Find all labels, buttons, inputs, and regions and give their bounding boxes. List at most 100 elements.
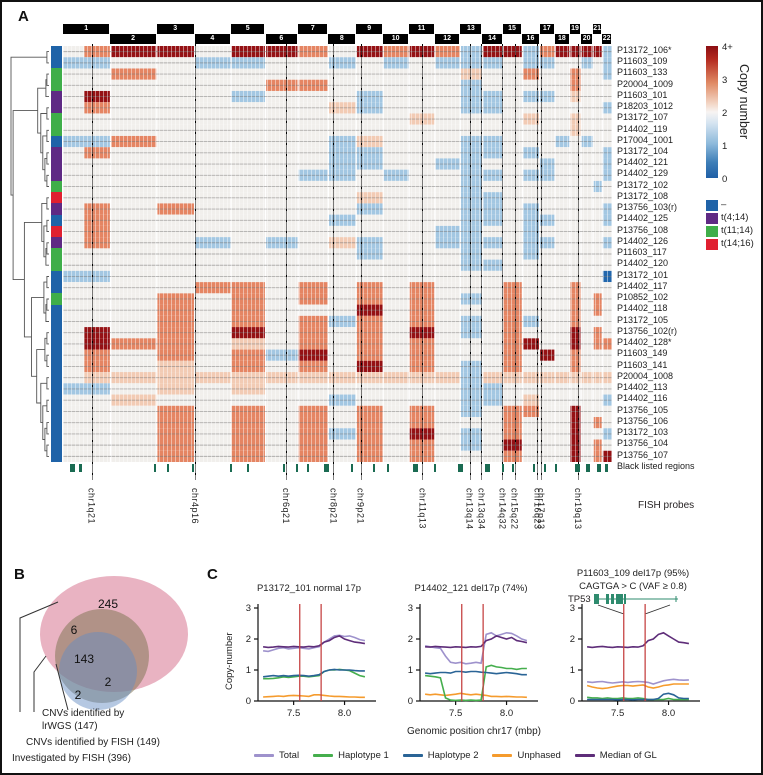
annotation-cell — [51, 282, 62, 294]
annotation-cell — [51, 192, 62, 204]
venn-label-lrwgs-1: CNVs identified by — [42, 708, 125, 719]
sample-label: P20004_1008 — [617, 370, 674, 381]
annotation-cell — [51, 405, 62, 418]
blacklist-tick — [192, 464, 194, 472]
c-legend-label: Haplotype 2 — [427, 750, 479, 761]
blacklist-tick — [555, 464, 558, 472]
annotation-cell — [51, 158, 62, 171]
chromosome-box-22: 22 — [602, 34, 611, 44]
chromosome-box-19: 19 — [569, 24, 581, 34]
svg-text:0: 0 — [570, 696, 575, 707]
sample-label: P13756_104 — [617, 438, 669, 449]
blacklist-tick — [296, 464, 299, 472]
sample-label: P13756_108 — [617, 224, 669, 235]
c-xlabel: Genomic position chr17 (mbp) — [407, 726, 541, 737]
svg-text:1: 1 — [408, 665, 413, 676]
panel-c-label: C — [207, 566, 218, 583]
copy-number-heatmap — [63, 46, 612, 462]
c-legend-swatch — [402, 754, 423, 757]
svg-text:3: 3 — [570, 603, 575, 614]
sample-label: P14402_121 — [617, 157, 669, 168]
chromosome-box-12: 12 — [434, 34, 460, 44]
svg-text:1: 1 — [570, 665, 575, 676]
annotation-cell — [51, 338, 62, 350]
venn-lrwgs-circle — [59, 632, 137, 710]
annotation-cell — [51, 304, 62, 317]
series-Unphased — [586, 683, 689, 690]
sample-label: P11603_109 — [617, 56, 668, 67]
blacklist-tick — [433, 464, 436, 472]
blacklist-tick — [512, 464, 515, 472]
annotation-cell — [51, 293, 62, 305]
annotation-cell — [51, 439, 62, 452]
sample-label: P13172_104 — [617, 145, 669, 156]
venn-leader-lrwgs — [55, 663, 69, 711]
blacklist-tick — [307, 464, 310, 472]
svg-text:0: 0 — [408, 696, 413, 707]
venn-label-fish: CNVs identified by FISH (149) — [26, 737, 160, 748]
sample-label: P13172_103 — [617, 427, 669, 438]
sample-label: P13756_105 — [617, 404, 669, 415]
series-lines — [263, 634, 366, 699]
colorbar-tick: 1 — [722, 141, 728, 152]
blacklist-tick — [69, 464, 75, 472]
blacklist-tick — [246, 464, 249, 472]
fish-probe-label-chr19q13: chr19q13 — [572, 488, 583, 530]
legend-label: t(4;14) — [721, 211, 749, 223]
annotation-cell — [51, 79, 62, 92]
plot1-normal17p: 0 1 2 3 7.5 8.0 — [246, 603, 376, 718]
annotation-cell — [51, 203, 62, 216]
svg-text:7.5: 7.5 — [611, 708, 624, 718]
chromosome-box-14: 14 — [482, 34, 502, 44]
annotation-cell — [51, 68, 62, 81]
blacklist-tick — [413, 464, 419, 472]
sample-label: P14402_119 — [617, 123, 668, 134]
fish-probe-label-chr6q21: chr6q21 — [281, 488, 292, 525]
c-legend-label: Unphased — [517, 750, 561, 761]
svg-text:7.5: 7.5 — [287, 708, 300, 718]
svg-text:1: 1 — [246, 665, 251, 676]
plot2-del17p74: 0 1 2 3 7.5 8.0 — [408, 603, 538, 718]
blacklist-tick — [586, 464, 591, 472]
venn-count-lrwgs-investigated: 2 — [105, 675, 112, 689]
blacklist-tick — [230, 464, 233, 472]
venn-count-fish-only: 6 — [71, 623, 78, 637]
svg-text:8.0: 8.0 — [338, 708, 351, 718]
legend-swatch — [706, 239, 718, 250]
annotation-cell — [51, 147, 62, 159]
fish-probe-label-chr1q21: chr1q21 — [86, 488, 97, 525]
annotation-cell — [51, 360, 62, 373]
fish-line-chr16q23 — [537, 44, 539, 480]
fish-line-chr15q22 — [514, 44, 516, 480]
chromosome-box-15: 15 — [502, 24, 522, 34]
blacklist-tick — [502, 464, 505, 472]
fish-probe-label-chr9p21: chr9p21 — [355, 488, 366, 525]
sample-label: P14402_125 — [617, 213, 669, 224]
series-Total — [263, 634, 366, 653]
sample-label: P11603_141 — [617, 359, 668, 370]
annotation-cell — [51, 46, 62, 58]
legend-swatch — [706, 213, 718, 224]
c-legend-label: Total — [279, 750, 300, 761]
sample-label: P14402_113 — [617, 382, 668, 393]
sample-label: P18203_1012 — [617, 101, 674, 112]
svg-text:7.5: 7.5 — [449, 708, 462, 718]
fish-probe-label-chr15q22: chr15q22 — [509, 488, 520, 530]
chromosome-header: 1 2 3 4 5 6 7 8 9 10 11 12 13 14 15 16 17 18 19 20 21 22 — [63, 24, 612, 44]
fish-line-chr4p16 — [195, 44, 196, 480]
series-Total — [587, 678, 689, 685]
c-legend-swatch — [254, 754, 274, 757]
sample-label: P13172_108 — [617, 190, 669, 201]
svg-text:3: 3 — [246, 603, 251, 614]
c-legend: Total Haplotype 1 Haplotype 2 Unphased Media… — [254, 750, 657, 761]
row-leader-lines — [63, 51, 612, 457]
fish-line-chr17p13 — [540, 44, 542, 480]
annotation-cell — [51, 428, 62, 440]
svg-text:8.0: 8.0 — [500, 708, 513, 718]
venn-count-lrwgs-only: 2 — [75, 688, 82, 702]
annotation-cell — [51, 113, 62, 126]
chromosome-box-1: 1 — [63, 24, 110, 34]
c-legend-item: Unphased — [492, 750, 561, 761]
sample-label: P14402_118 — [617, 303, 668, 314]
annotation-cell — [51, 237, 62, 249]
